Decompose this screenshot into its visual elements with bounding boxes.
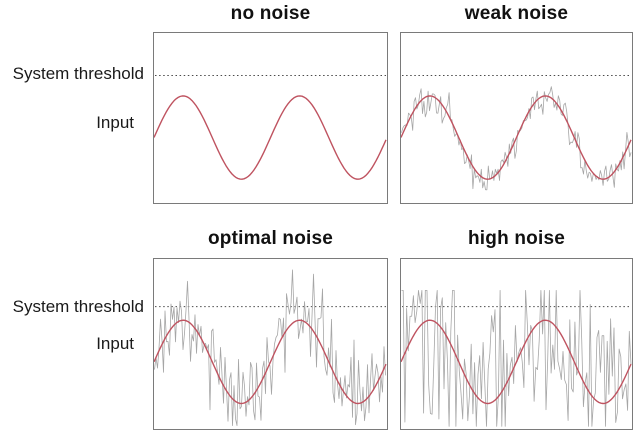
no-noise-plot	[154, 75, 387, 180]
panel-title-optimal-noise: optimal noise	[207, 228, 334, 249]
system-threshold-label-row1: System threshold	[12, 64, 144, 83]
optimal-noise-plot	[154, 269, 387, 427]
input-signal-trace	[401, 95, 632, 180]
weak-noise-plot	[401, 75, 632, 191]
noisy-signal-trace	[401, 289, 632, 427]
panel-title-no-noise: no noise	[230, 3, 311, 24]
panel-title-high-noise: high noise	[468, 228, 565, 249]
input-signal-trace	[154, 319, 387, 405]
panel-no-noise	[153, 32, 388, 204]
system-threshold-label-row2: System threshold	[12, 297, 144, 316]
input-label-row2: Input	[96, 334, 134, 353]
panel-weak-noise	[400, 32, 633, 204]
panel-title-weak-noise: weak noise	[464, 3, 569, 24]
high-noise-plot	[401, 289, 632, 427]
panel-high-noise	[400, 258, 633, 430]
panel-optimal-noise	[153, 258, 388, 430]
noisy-signal-trace	[154, 269, 386, 427]
input-label-row1: Input	[96, 113, 134, 132]
input-signal-trace	[154, 95, 387, 180]
input-signal-trace	[401, 319, 632, 405]
